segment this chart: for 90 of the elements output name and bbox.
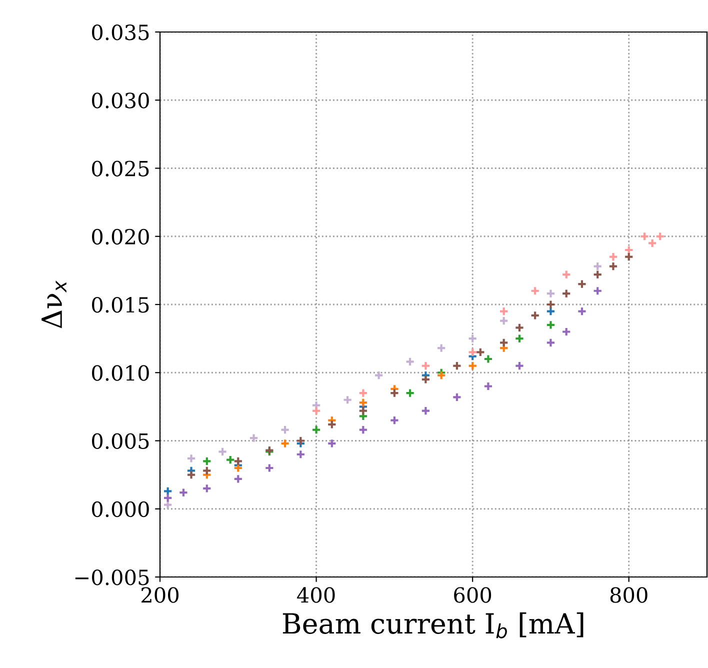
point: [162, 500, 173, 510]
point: [420, 406, 431, 416]
point: [498, 306, 509, 316]
point: [264, 463, 274, 473]
y-tick-label: 0.030: [92, 92, 149, 108]
point: [577, 306, 587, 316]
point: [592, 286, 602, 296]
point: [483, 381, 494, 392]
point: [498, 338, 509, 348]
point: [248, 433, 259, 443]
point: [225, 454, 236, 465]
point: [186, 454, 196, 464]
y-tick-label: 0.005: [92, 433, 149, 449]
point: [647, 238, 658, 248]
point: [311, 425, 322, 435]
point: [514, 334, 524, 344]
y-tick-label: 0.015: [92, 296, 149, 313]
point: [468, 347, 478, 358]
point: [483, 354, 494, 364]
point: [468, 334, 478, 344]
point: [405, 356, 415, 367]
point: [546, 338, 556, 348]
y-tick-label: 0.025: [92, 160, 149, 176]
point: [655, 232, 665, 242]
point: [624, 245, 634, 255]
point: [296, 436, 306, 446]
point: [186, 470, 196, 480]
y-axis-title: Δν$_{x}$: [42, 280, 66, 328]
x-tick-label: 800: [610, 587, 648, 603]
point: [452, 360, 462, 371]
point: [546, 288, 556, 298]
point: [514, 322, 524, 333]
point: [530, 286, 540, 296]
point: [178, 488, 188, 498]
point: [468, 360, 478, 371]
x-tick-label: 600: [454, 587, 492, 603]
point: [296, 450, 306, 460]
point: [608, 252, 618, 262]
point: [546, 306, 556, 316]
x-tick-label: 400: [297, 587, 335, 603]
point: [202, 484, 212, 494]
point: [546, 300, 556, 310]
point: [280, 425, 290, 435]
point: [327, 420, 337, 430]
point: [374, 370, 384, 380]
point: [561, 288, 572, 298]
point: [358, 388, 368, 398]
point: [342, 395, 352, 405]
point: [202, 466, 212, 476]
point: [233, 456, 243, 466]
point: [530, 310, 540, 320]
point: [233, 474, 243, 484]
point: [405, 388, 415, 398]
point: [561, 270, 572, 280]
x-tick-label: 200: [142, 587, 178, 603]
point: [608, 262, 618, 272]
point: [358, 425, 368, 435]
point: [546, 320, 556, 330]
point: [233, 463, 243, 473]
point: [311, 406, 322, 416]
point: [358, 406, 368, 416]
y-tick-label: 0.010: [92, 365, 149, 381]
point: [218, 446, 228, 456]
point: [358, 398, 368, 408]
point: [476, 347, 486, 358]
point: [592, 270, 602, 280]
x-axis-title: Beam current I$_{b}$ [mA]: [282, 612, 584, 638]
point: [390, 415, 400, 426]
point: [420, 360, 431, 371]
point: [202, 456, 212, 466]
y-tick-label: 0.035: [92, 24, 149, 40]
point: [452, 392, 462, 402]
point: [280, 438, 290, 448]
point: [498, 316, 509, 326]
point: [327, 438, 337, 448]
point: [420, 374, 431, 384]
point: [162, 493, 173, 503]
point: [577, 279, 587, 289]
y-tick-label: −0.005: [75, 569, 149, 586]
point: [436, 343, 446, 353]
point: [436, 370, 446, 380]
y-tick-label: 0.020: [92, 228, 149, 245]
point: [640, 232, 650, 242]
point: [624, 252, 634, 262]
point: [390, 388, 400, 398]
point: [514, 360, 524, 371]
point: [162, 486, 173, 496]
y-tick-label: 0.000: [92, 501, 149, 518]
point: [592, 262, 602, 272]
point: [561, 326, 572, 337]
